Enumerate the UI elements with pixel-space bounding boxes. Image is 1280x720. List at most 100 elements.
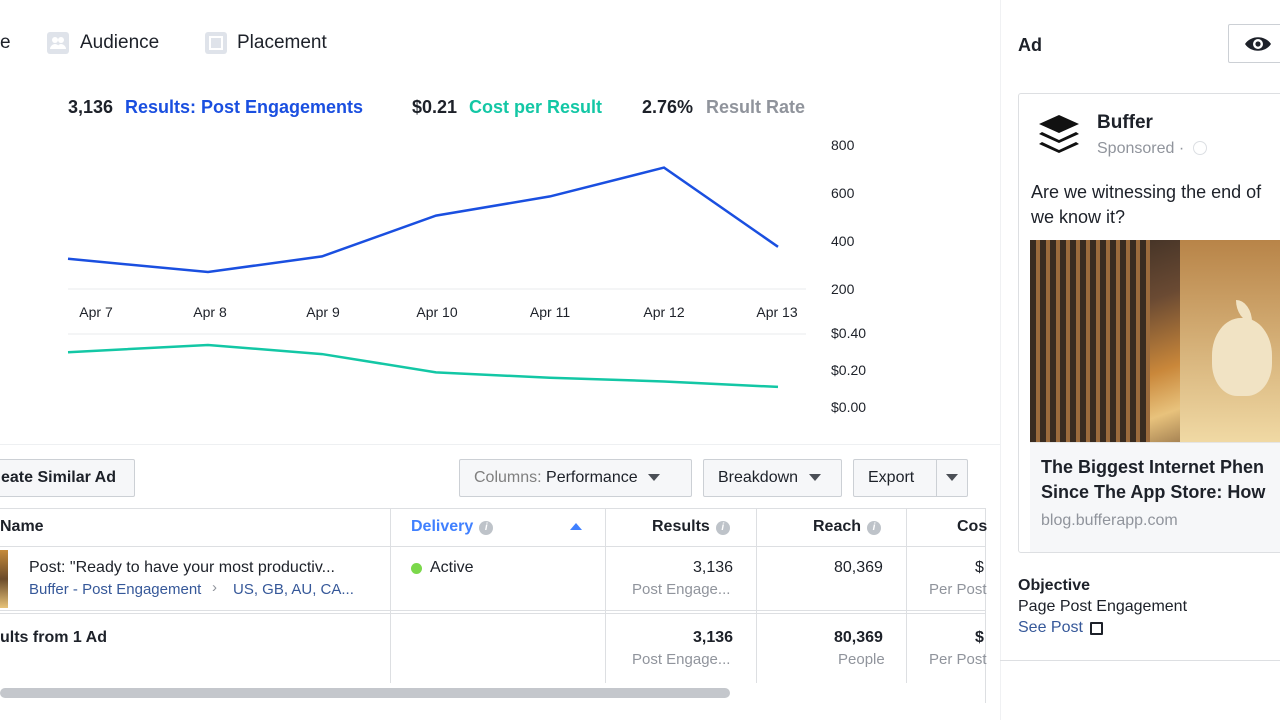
preview-eye-button[interactable] — [1228, 24, 1280, 63]
column-divider — [756, 508, 757, 683]
sort-ascending-icon[interactable] — [570, 523, 582, 530]
row-cost-value: $ — [975, 559, 984, 576]
headline-line1: The Biggest Internet Phen — [1041, 457, 1265, 477]
results-y-tick: 800 — [831, 137, 855, 153]
x-tick-label: Apr 8 — [193, 304, 227, 320]
chevron-right-icon: › — [212, 579, 217, 596]
campaign-link[interactable]: Buffer - Post Engagement — [29, 581, 202, 598]
columns-dropdown[interactable]: Columns: Performance — [459, 459, 692, 497]
column-divider — [605, 508, 606, 683]
tab-creative[interactable]: e — [0, 32, 11, 53]
audience-icon — [47, 32, 69, 54]
placement-icon — [205, 32, 227, 54]
export-menu-button[interactable] — [936, 459, 968, 497]
x-tick-label: Apr 13 — [756, 304, 798, 320]
apple-logo-icon — [1212, 318, 1272, 396]
ad-image[interactable] — [1030, 240, 1280, 442]
ad-thumbnail[interactable] — [0, 550, 8, 608]
rate-value: 2.76% — [642, 97, 694, 117]
create-similar-ad-label: eate Similar Ad — [1, 469, 117, 486]
info-icon[interactable]: i — [479, 521, 494, 535]
tab-audience[interactable]: Audience — [80, 32, 160, 53]
objective-label: Objective — [1018, 577, 1091, 594]
horizontal-scrollbar[interactable] — [0, 688, 730, 698]
ad-preview-card: Buffer Sponsored · Are we witnessing the… — [1018, 93, 1280, 553]
row-results-value: 3,136 — [693, 559, 734, 576]
summary-cost-sub: Per Post — [929, 651, 987, 668]
status-dot-icon — [411, 563, 422, 574]
cost-label[interactable]: Cost per Result — [469, 97, 603, 117]
results-y-tick: 600 — [831, 185, 855, 201]
summary-reach-value: 80,369 — [834, 629, 883, 646]
chevron-down-icon — [648, 474, 661, 482]
rate-label[interactable]: Result Rate — [706, 97, 806, 117]
ad-title-link[interactable]: Post: "Ready to have your most productiv… — [29, 559, 335, 576]
table-row-border — [0, 613, 986, 614]
col-header-cost[interactable]: Cos — [957, 518, 988, 535]
delivery-header-label: Delivery — [411, 518, 474, 535]
col-header-results[interactable]: Results i — [652, 518, 730, 536]
x-tick-label: Apr 9 — [306, 304, 340, 320]
cost-y-tick: $0.20 — [831, 362, 867, 378]
performance-chart — [67, 166, 806, 389]
results-y-tick: 400 — [831, 233, 855, 249]
column-divider — [906, 508, 907, 683]
ads-table — [0, 508, 986, 703]
eye-icon — [1245, 37, 1271, 51]
breakdown-dropdown[interactable]: Breakdown — [703, 459, 842, 497]
link-domain: blog.bufferapp.com — [1041, 512, 1178, 529]
chevron-down-icon — [946, 474, 958, 482]
x-tick-label: Apr 11 — [529, 304, 571, 320]
columns-prefix: Columns: — [474, 469, 542, 486]
headline-line2: Since The App Store: How — [1041, 482, 1266, 502]
delivery-status: Active — [430, 559, 474, 576]
x-tick-label: Apr 7 — [79, 304, 113, 320]
create-similar-ad-button[interactable]: eate Similar Ad — [0, 459, 135, 497]
breakdown-label: Breakdown — [718, 469, 799, 486]
export-button[interactable]: Export — [853, 459, 937, 497]
post-text-line2: we know it? — [1031, 207, 1126, 227]
link-attachment[interactable]: The Biggest Internet Phen Since The App … — [1030, 442, 1280, 552]
table-row-border — [0, 610, 986, 611]
see-post-link[interactable]: See Post — [1018, 619, 1083, 636]
column-divider — [390, 508, 391, 683]
col-header-reach[interactable]: Reach i — [813, 518, 882, 536]
cost-value: $0.21 — [412, 97, 458, 117]
col-header-delivery[interactable]: Delivery i — [411, 518, 494, 536]
external-link-icon[interactable] — [1090, 622, 1103, 635]
summary-results-value: 3,136 — [693, 629, 734, 646]
info-icon[interactable]: i — [715, 521, 730, 535]
row-reach-value: 80,369 — [834, 559, 883, 576]
page-name[interactable]: Buffer — [1097, 112, 1153, 133]
x-tick-label: Apr 10 — [416, 304, 458, 320]
summary-results-sub: Post Engage... — [632, 651, 731, 668]
objective-value: Page Post Engagement — [1018, 598, 1188, 615]
info-icon[interactable]: i — [867, 521, 882, 535]
table-header-border — [0, 546, 986, 547]
tab-placement[interactable]: Placement — [237, 32, 327, 53]
x-tick-label: Apr 12 — [643, 304, 685, 320]
cost-y-tick: $0.40 — [831, 325, 867, 341]
panel-divider — [1000, 660, 1280, 661]
globe-icon — [1193, 141, 1207, 155]
columns-value: Performance — [546, 469, 638, 486]
building-facade — [1030, 240, 1150, 442]
buffer-logo-icon — [1039, 115, 1079, 153]
post-text-line1: Are we witnessing the end of — [1031, 182, 1262, 202]
export-label: Export — [868, 469, 915, 486]
chevron-down-icon — [808, 474, 821, 482]
sponsored-label: Sponsored · — [1097, 140, 1185, 157]
results-label[interactable]: Results: Post Engagements — [125, 97, 364, 117]
reach-header-label: Reach — [813, 518, 862, 535]
results-y-tick: 200 — [831, 281, 855, 297]
preview-heading: Ad — [1018, 35, 1042, 55]
targeting-link[interactable]: US, GB, AU, CA... — [233, 581, 354, 598]
summary-title: ults from 1 Ad — [0, 629, 107, 646]
results-value: 3,136 — [68, 97, 114, 117]
section-divider — [0, 444, 1000, 445]
summary-cost-value: $ — [975, 629, 984, 646]
row-results-sub: Post Engage... — [632, 581, 731, 598]
cost-series-line — [67, 343, 779, 389]
col-header-name[interactable]: Name — [0, 518, 44, 535]
